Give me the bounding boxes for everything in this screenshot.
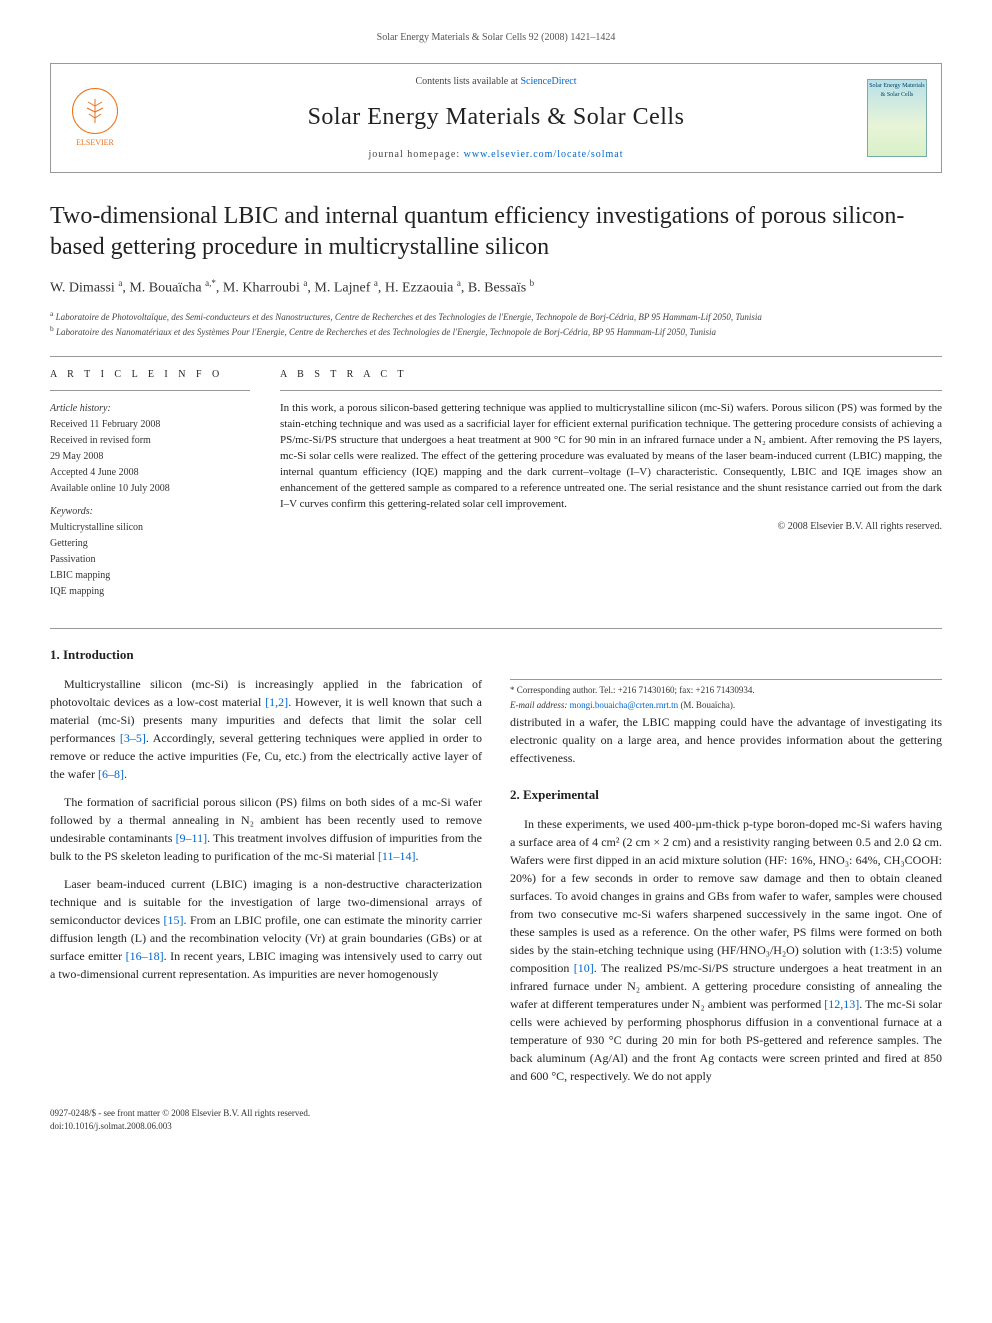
history-label: Article history: xyxy=(50,401,250,416)
citation-link[interactable]: [10] xyxy=(574,961,594,975)
para: distributed in a wafer, the LBIC mapping… xyxy=(510,713,942,767)
email-link[interactable]: mongi.bouaicha@crten.rnrt.tn xyxy=(570,700,679,710)
abstract-copyright: © 2008 Elsevier B.V. All rights reserved… xyxy=(280,519,942,534)
citation-link[interactable]: [12,13] xyxy=(824,997,859,1011)
para: Laser beam-induced current (LBIC) imagin… xyxy=(50,875,482,983)
elsevier-logo: ELSEVIER xyxy=(65,83,125,153)
divider xyxy=(50,356,942,357)
contents-available: Contents lists available at ScienceDirec… xyxy=(139,74,853,89)
affiliation: b Laboratoire des Nanomatériaux et des S… xyxy=(50,324,942,339)
homepage-prefix: journal homepage: xyxy=(368,149,463,160)
article-info-heading: A R T I C L E I N F O xyxy=(50,367,250,382)
citation-link[interactable]: [6–8] xyxy=(98,767,124,781)
abstract-heading: A B S T R A C T xyxy=(280,367,942,382)
masthead: ELSEVIER Contents lists available at Sci… xyxy=(50,63,942,173)
history-item: Received 11 February 2008 xyxy=(50,417,250,432)
contents-prefix: Contents lists available at xyxy=(415,76,520,87)
citation-link[interactable]: [15] xyxy=(164,913,184,927)
citation-link[interactable]: [3–5] xyxy=(120,731,146,745)
affiliation: a Laboratoire de Photovoltaïque, des Sem… xyxy=(50,309,942,324)
article-title: Two-dimensional LBIC and internal quantu… xyxy=(50,201,942,263)
para: In these experiments, we used 400-µm-thi… xyxy=(510,815,942,1085)
elsevier-tree-icon xyxy=(72,88,118,134)
running-head: Solar Energy Materials & Solar Cells 92 … xyxy=(50,30,942,45)
divider xyxy=(280,390,942,391)
affiliations: a Laboratoire de Photovoltaïque, des Sem… xyxy=(50,309,942,338)
para: The formation of sacrificial porous sili… xyxy=(50,793,482,865)
keyword-item: Gettering xyxy=(50,536,250,551)
abstract: A B S T R A C T In this work, a porous s… xyxy=(280,367,942,600)
sciencedirect-link[interactable]: ScienceDirect xyxy=(520,76,576,87)
body-columns: 1. Introduction Multicrystalline silicon… xyxy=(50,639,942,1095)
keywords-label: Keywords: xyxy=(50,504,250,519)
history-item: Available online 10 July 2008 xyxy=(50,481,250,496)
section-heading-experimental: 2. Experimental xyxy=(510,785,942,805)
citation-link[interactable]: [11–14] xyxy=(378,849,416,863)
keyword-item: LBIC mapping xyxy=(50,568,250,583)
divider xyxy=(50,390,250,391)
keyword-item: Multicrystalline silicon xyxy=(50,520,250,535)
authors: W. Dimassi a, M. Bouaïcha a,*, M. Kharro… xyxy=(50,277,942,299)
citation-link[interactable]: [16–18] xyxy=(126,949,164,963)
journal-title: Solar Energy Materials & Solar Cells xyxy=(139,99,853,135)
front-matter: 0927-0248/$ - see front matter © 2008 El… xyxy=(50,1107,310,1121)
history-item: Received in revised form xyxy=(50,433,250,448)
abstract-text: In this work, a porous silicon-based get… xyxy=(280,401,942,513)
section-heading-intro: 1. Introduction xyxy=(50,645,482,665)
masthead-center: Contents lists available at ScienceDirec… xyxy=(139,74,853,162)
article-info: A R T I C L E I N F O Article history: R… xyxy=(50,367,250,600)
divider xyxy=(50,628,942,629)
history-item: 29 May 2008 xyxy=(50,449,250,464)
corresponding-author: * Corresponding author. Tel.: +216 71430… xyxy=(510,684,942,698)
journal-homepage: journal homepage: www.elsevier.com/locat… xyxy=(139,147,853,162)
citation-link[interactable]: [9–11] xyxy=(176,831,208,845)
doi: doi:10.1016/j.solmat.2008.06.003 xyxy=(50,1120,310,1134)
footnote: * Corresponding author. Tel.: +216 71430… xyxy=(510,679,942,712)
keyword-item: Passivation xyxy=(50,552,250,567)
history-item: Accepted 4 June 2008 xyxy=(50,465,250,480)
footer-line: 0927-0248/$ - see front matter © 2008 El… xyxy=(50,1107,942,1134)
homepage-link[interactable]: www.elsevier.com/locate/solmat xyxy=(464,149,624,160)
elsevier-label: ELSEVIER xyxy=(76,137,114,149)
para: Multicrystalline silicon (mc-Si) is incr… xyxy=(50,675,482,783)
keyword-item: IQE mapping xyxy=(50,584,250,599)
citation-link[interactable]: [1,2] xyxy=(265,695,288,709)
info-abstract-row: A R T I C L E I N F O Article history: R… xyxy=(50,367,942,600)
journal-cover-thumb: Solar Energy Materials & Solar Cells xyxy=(867,79,927,157)
corresponding-email: E-mail address: mongi.bouaicha@crten.rnr… xyxy=(510,699,942,713)
